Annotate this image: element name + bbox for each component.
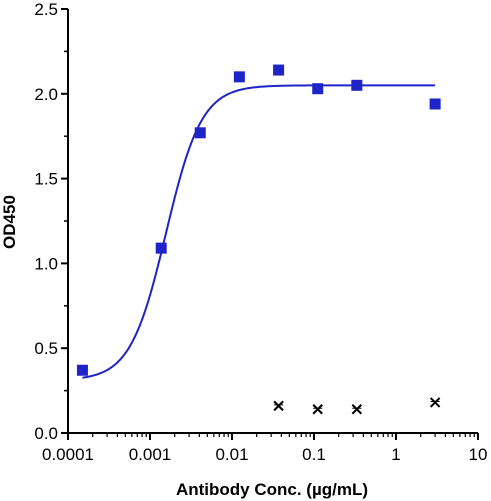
data-point-square — [351, 79, 363, 91]
fit-curve-layer — [82, 84, 436, 379]
y-tick-label: 0.5 — [34, 339, 58, 358]
x-axis-title: Antibody Conc. (µg/mL) — [176, 480, 368, 499]
data-point-x — [429, 397, 441, 408]
y-tick-label: 1.5 — [34, 170, 58, 189]
y-tick-label: 0.0 — [34, 424, 58, 443]
y-axis-title: OD450 — [0, 195, 19, 249]
x-tick-label: 0.001 — [129, 445, 172, 464]
y-tick-label: 2.0 — [34, 85, 58, 104]
x-tick-label: 0.1 — [302, 445, 326, 464]
data-point-x — [273, 400, 284, 412]
x-stroke — [351, 404, 363, 415]
x-stroke — [429, 397, 441, 408]
x-tick-label: 0.01 — [215, 445, 248, 464]
fit-curve — [82, 84, 436, 379]
data-point-x — [351, 404, 363, 415]
x-tick-label: 10 — [469, 445, 488, 464]
data-point-square — [233, 71, 245, 83]
y-tick-label: 2.5 — [34, 0, 58, 19]
data-points-layer — [76, 64, 441, 415]
x-tick-label: 1 — [391, 445, 400, 464]
data-point-square — [194, 127, 206, 139]
x-tick-label: 0.0001 — [42, 445, 94, 464]
y-tick-label: 1.0 — [34, 254, 58, 273]
data-point-square — [155, 242, 167, 254]
data-point-square — [273, 64, 285, 76]
axes-layer — [67, 9, 478, 434]
x-stroke — [312, 404, 323, 415]
x-stroke — [273, 400, 284, 412]
data-point-square — [429, 98, 441, 110]
data-point-x — [312, 404, 323, 415]
data-point-square — [312, 83, 324, 95]
data-point-square — [76, 364, 88, 376]
tick-layer: 0.0 0.5 1.0 1.5 2.0 2.5 0.0001 0.001 0.01 0.1 1 10 — [34, 0, 487, 464]
